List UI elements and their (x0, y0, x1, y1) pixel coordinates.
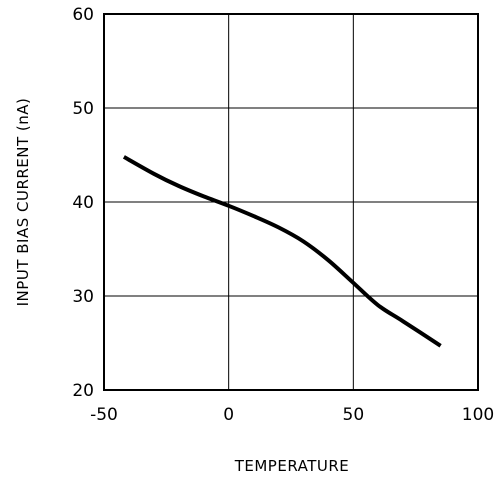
y-tick-label: 30 (72, 287, 94, 307)
x-tick-label: 100 (462, 405, 494, 425)
y-tick-label: 40 (72, 193, 94, 213)
y-tick-label: 50 (72, 99, 94, 119)
y-tick-label: 60 (72, 5, 94, 25)
x-axis-label: TEMPERATURE (234, 457, 350, 475)
x-tick-label: -50 (90, 405, 118, 425)
plot-frame (103, 13, 479, 391)
series-line (122, 155, 442, 348)
x-tick-label: 50 (343, 405, 365, 425)
x-tick-label: 0 (223, 405, 234, 425)
y-tick-label: 20 (72, 381, 94, 401)
x-tick-labels: -50 0 50 100 (90, 405, 494, 425)
y-tick-labels: 20 30 40 50 60 (72, 5, 94, 401)
grid (104, 14, 478, 390)
series-group (122, 155, 442, 348)
y-axis-label: INPUT BIAS CURRENT (nA) (14, 98, 32, 307)
